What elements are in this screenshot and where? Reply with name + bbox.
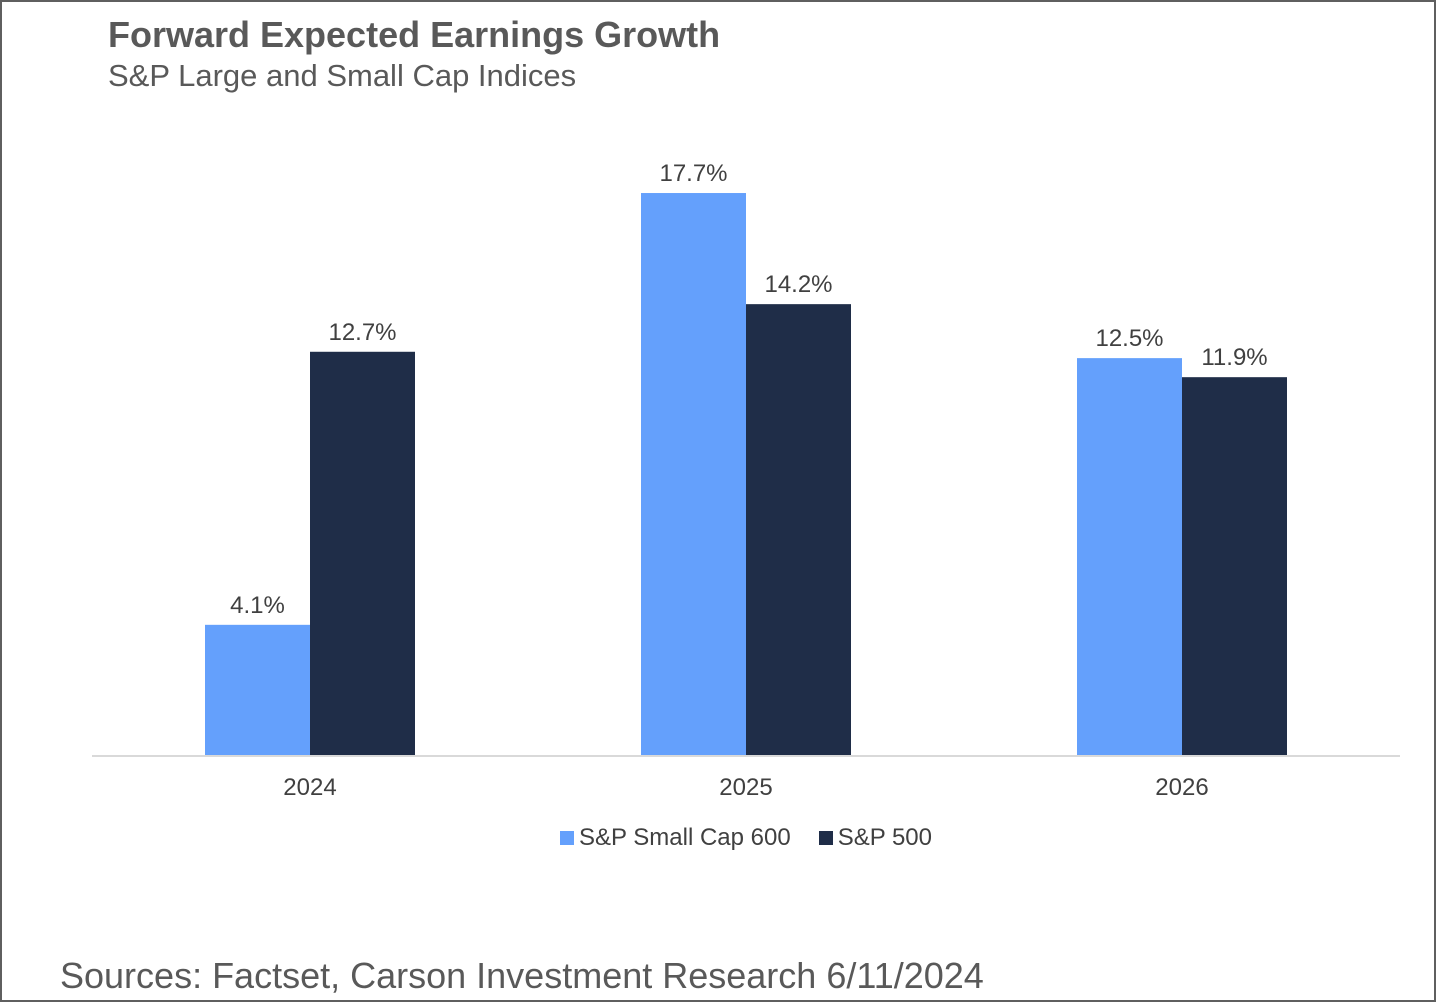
legend-swatch-small-cap [560, 831, 574, 845]
chart-subtitle: S&P Large and Small Cap Indices [108, 58, 577, 93]
bar-2025-series-1 [746, 304, 851, 755]
legend-item-small-cap: S&P Small Cap 600 [560, 824, 791, 852]
bar-2026-series-1 [1182, 377, 1287, 755]
chart-title: Forward Expected Earnings Growth [108, 14, 721, 55]
bar-2025-series-0 [641, 193, 746, 755]
legend-item-sp500: S&P 500 [818, 824, 932, 852]
data-label-2026-series-1: 11.9% [1201, 344, 1267, 371]
chart-legend: S&P Small Cap 600 S&P 500 [2, 824, 1434, 852]
bar-2026-series-0 [1077, 358, 1182, 755]
bar-2024-series-0 [205, 624, 310, 755]
legend-label-small-cap: S&P Small Cap 600 [579, 824, 791, 851]
x-tick-label-2024: 2024 [283, 774, 336, 801]
data-label-2025-series-0: 17.7% [659, 160, 727, 187]
data-label-2025-series-1: 14.2% [764, 271, 832, 298]
data-label-2024-series-0: 4.1% [230, 592, 285, 619]
x-tick-label-2025: 2025 [719, 774, 772, 801]
x-tick-label-2026: 2026 [1155, 774, 1208, 801]
source-note: Sources: Factset, Carson Investment Rese… [60, 955, 984, 996]
data-label-2024-series-1: 12.7% [328, 319, 396, 346]
bar-2024-series-1 [310, 351, 415, 755]
legend-swatch-sp500 [818, 831, 833, 845]
legend-label-sp500: S&P 500 [837, 824, 932, 851]
data-label-2026-series-0: 12.5% [1095, 325, 1163, 352]
